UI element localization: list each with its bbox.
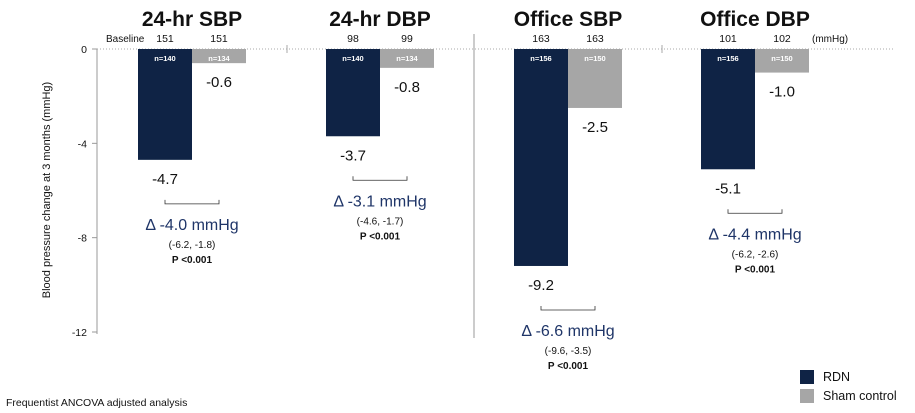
value-label: -1.0 <box>769 84 795 101</box>
baseline-value: 163 <box>532 33 550 45</box>
baseline-value: 102 <box>773 33 791 45</box>
delta-label: Δ -4.4 mmHg <box>708 226 801 243</box>
n-label: n=140 <box>154 54 175 63</box>
bar-rdn <box>138 49 192 160</box>
y-tick-label: -12 <box>72 327 87 339</box>
ci-label: (-6.2, -1.8) <box>169 240 216 251</box>
bar-rdn <box>701 49 755 170</box>
legend-label-rdn: RDN <box>823 369 851 384</box>
difference-bracket <box>352 176 408 181</box>
y-tick-label: -8 <box>78 233 87 245</box>
footnote: Frequentist ANCOVA adjusted analysis <box>6 397 188 409</box>
bar-rdn <box>326 49 380 137</box>
baseline-label: Baseline <box>106 34 145 45</box>
ci-label: (-4.6, -1.7) <box>357 216 404 227</box>
delta-label: Δ -6.6 mmHg <box>521 323 614 340</box>
y-axis-title: Blood pressure change at 3 months (mmHg) <box>41 82 53 298</box>
legend: RDN Sham control <box>800 367 897 405</box>
group-title: Office SBP <box>514 8 623 31</box>
y-tick-label: 0 <box>81 44 87 56</box>
legend-item-sham: Sham control <box>800 386 897 405</box>
n-label: n=156 <box>717 54 738 63</box>
group-title: 24-hr SBP <box>142 8 242 31</box>
value-label: -9.2 <box>528 277 554 294</box>
delta-label: Δ -4.0 mmHg <box>145 217 238 234</box>
group-title: Office DBP <box>700 8 810 31</box>
baseline-value: 151 <box>156 33 174 45</box>
group-title: 24-hr DBP <box>329 8 431 31</box>
bar-sham <box>755 49 809 73</box>
baseline-value: 151 <box>210 33 228 45</box>
bar-rdn <box>514 49 568 266</box>
value-label: -4.7 <box>152 171 178 188</box>
n-label: n=156 <box>530 54 551 63</box>
difference-bracket <box>727 209 783 214</box>
value-label: -0.8 <box>394 79 420 96</box>
n-label: n=134 <box>396 54 418 63</box>
legend-label-sham: Sham control <box>823 388 897 403</box>
value-label: -3.7 <box>340 147 366 164</box>
value-label: -2.5 <box>582 119 608 136</box>
n-label: n=134 <box>208 54 230 63</box>
unit-label: (mmHg) <box>812 34 848 45</box>
ci-label: (-6.2, -2.6) <box>732 249 779 260</box>
value-label: -0.6 <box>206 74 232 91</box>
n-label: n=150 <box>584 54 605 63</box>
p-value-label: P <0.001 <box>735 264 776 275</box>
difference-bracket <box>540 305 596 311</box>
bar-sham <box>192 49 246 64</box>
p-value-label: P <0.001 <box>548 361 589 372</box>
n-label: n=150 <box>771 54 792 63</box>
value-label: -5.1 <box>715 180 741 197</box>
bar-sham <box>568 49 622 108</box>
baseline-value: 98 <box>347 33 359 45</box>
baseline-value: 163 <box>586 33 604 45</box>
baseline-value: 101 <box>719 33 737 45</box>
difference-bracket <box>164 199 220 205</box>
legend-swatch-rdn <box>800 369 814 384</box>
ci-label: (-9.6, -3.5) <box>545 346 592 357</box>
delta-label: Δ -3.1 mmHg <box>333 193 426 210</box>
p-value-label: P <0.001 <box>172 255 213 266</box>
legend-swatch-sham <box>800 388 814 403</box>
n-label: n=140 <box>342 54 363 63</box>
bar-sham <box>380 49 434 68</box>
p-value-label: P <0.001 <box>360 231 401 242</box>
baseline-value: 99 <box>401 33 413 45</box>
legend-item-rdn: RDN <box>800 367 897 386</box>
y-tick-label: -4 <box>78 138 87 150</box>
